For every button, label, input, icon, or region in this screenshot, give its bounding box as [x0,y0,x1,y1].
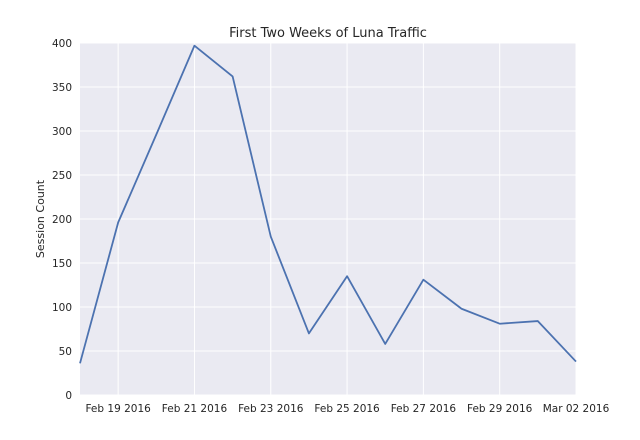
x-tick-label: Feb 21 2016 [162,403,228,415]
x-tick-label: Feb 29 2016 [467,403,533,415]
y-axis: 0 50 100 150 200 250 300 350 400 [52,38,72,402]
x-tick-label: Feb 23 2016 [238,403,304,415]
series-layer [79,44,577,364]
y-tick-label: 100 [52,302,72,314]
y-tick-label: 0 [65,390,72,402]
y-tick-label: 50 [59,346,72,358]
x-tick-label: Feb 27 2016 [391,403,457,415]
y-tick-label: 200 [52,214,72,226]
x-tick-label: Feb 25 2016 [314,403,380,415]
x-tick-label: Feb 19 2016 [85,403,151,415]
y-tick-label: 300 [52,126,72,138]
y-tick-label: 400 [52,38,72,50]
grid-lines [80,42,577,396]
y-tick-label: 250 [52,170,72,182]
y-tick-label: 150 [52,258,72,270]
chart-title: First Two Weeks of Luna Traffic [229,26,427,41]
x-axis: Feb 19 2016 Feb 21 2016 Feb 23 2016 Feb 25 … [85,403,609,415]
series-line [79,44,577,364]
y-tick-label: 350 [52,82,72,94]
x-tick-label: Mar 02 2016 [543,403,610,415]
y-axis-label: Session Count [34,179,47,258]
